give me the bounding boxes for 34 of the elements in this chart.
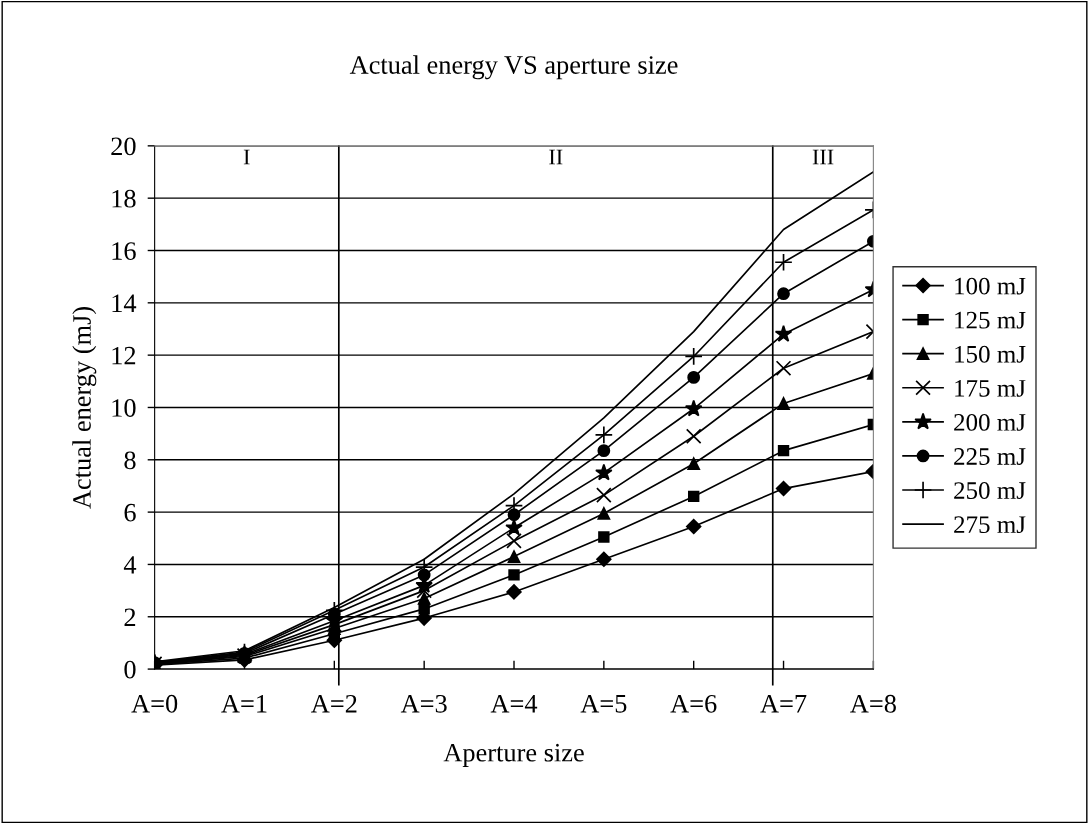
- x-axis-title: Aperture size: [443, 743, 584, 767]
- y-tick-label: 18: [112, 189, 136, 208]
- chart-title: Actual energy VS aperture size: [349, 55, 678, 80]
- y-tick-label: 0: [124, 660, 136, 679]
- annotation: II: [549, 149, 563, 165]
- x-tick-label: A=5: [580, 694, 627, 713]
- legend-label: 150 mJ: [955, 345, 1026, 363]
- legend-label: 125 mJ: [955, 311, 1026, 329]
- y-tick-label: 12: [112, 346, 136, 365]
- x-tick-label: A=4: [490, 694, 538, 713]
- y-tick-label: 6: [124, 503, 136, 522]
- x-tick-label: A=2: [311, 694, 357, 713]
- y-tick-label: 14: [112, 294, 137, 312]
- legend-label: 175 mJ: [955, 380, 1026, 397]
- y-axis-title: Actual energy (mJ): [72, 307, 97, 509]
- y-tick-label: 4: [123, 556, 137, 574]
- annotation: III: [812, 149, 834, 165]
- x-tick-label: A=6: [670, 694, 717, 713]
- y-tick-label: 2: [124, 608, 136, 626]
- y-tick-label: 20: [111, 137, 136, 156]
- x-tick-label: A=8: [850, 694, 896, 713]
- legend-label: 250 mJ: [954, 482, 1026, 499]
- legend-label: 100 mJ: [955, 277, 1026, 295]
- x-tick-label: A=7: [760, 694, 807, 713]
- x-tick-label: A=0: [131, 694, 178, 713]
- x-tick-label: A=3: [400, 694, 447, 713]
- y-tick-label: 10: [112, 399, 136, 417]
- y-tick-label: 8: [124, 451, 136, 470]
- y-tick-label: 16: [112, 242, 136, 260]
- legend-label: 275 mJ: [954, 516, 1026, 534]
- x-tick-label: A=1: [221, 694, 267, 713]
- annotation: I: [243, 149, 250, 165]
- legend-label: 225 mJ: [954, 448, 1026, 465]
- legend-label: 200 mJ: [954, 413, 1026, 431]
